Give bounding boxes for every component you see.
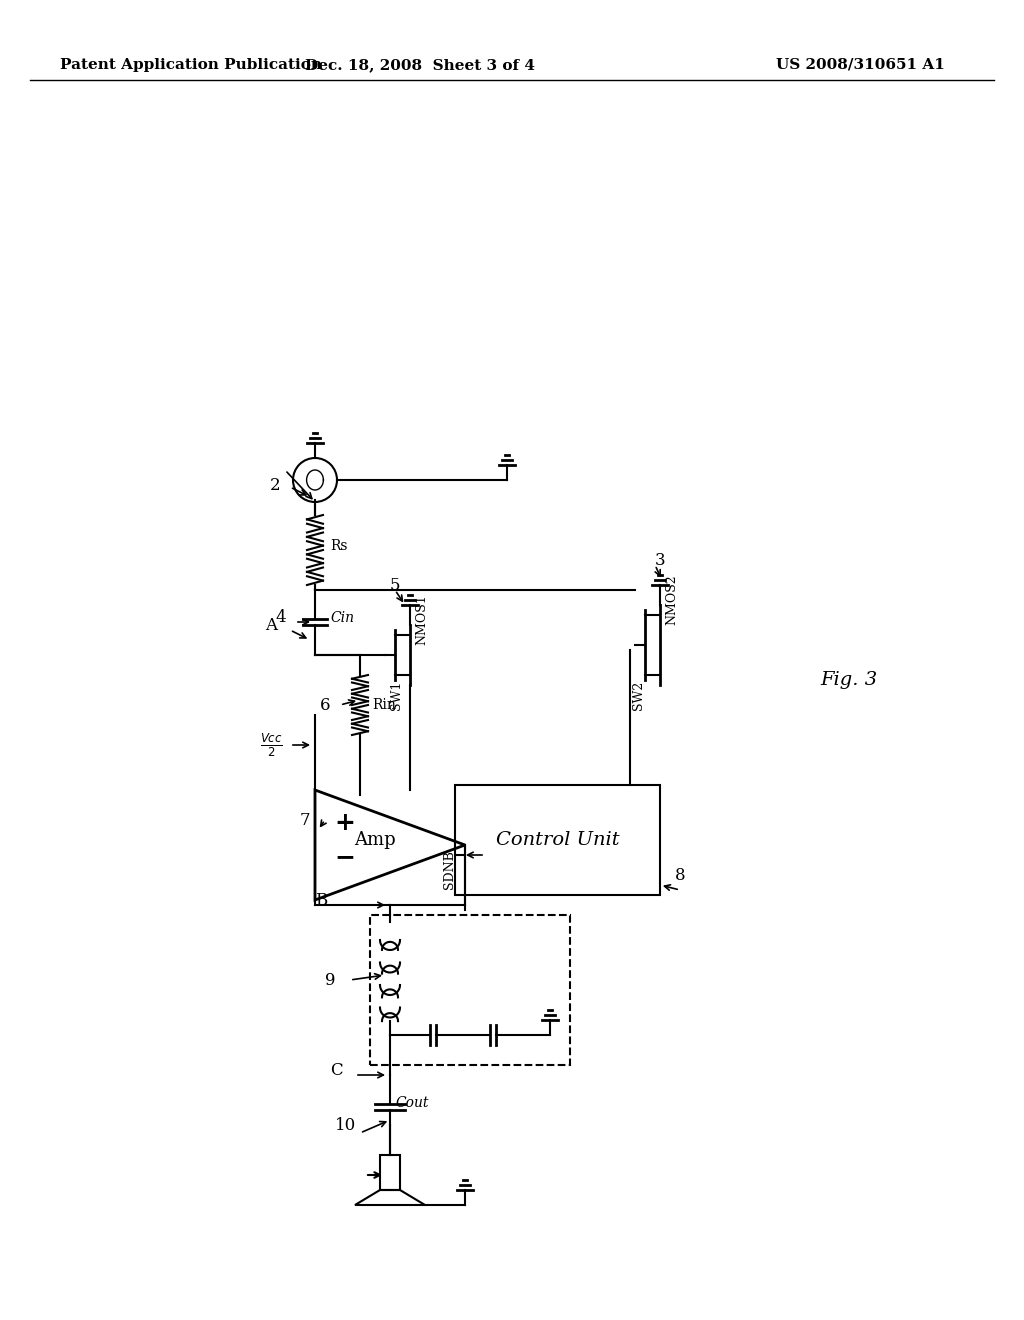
Text: Cin: Cin	[330, 611, 354, 624]
Text: 9: 9	[325, 972, 336, 989]
Text: US 2008/310651 A1: US 2008/310651 A1	[775, 58, 944, 73]
Text: 10: 10	[335, 1117, 356, 1134]
Text: 8: 8	[675, 867, 686, 884]
Text: Dec. 18, 2008  Sheet 3 of 4: Dec. 18, 2008 Sheet 3 of 4	[305, 58, 535, 73]
Text: −: −	[335, 845, 355, 869]
Text: 6: 6	[319, 697, 331, 714]
Text: Cout: Cout	[395, 1096, 428, 1110]
Text: 5: 5	[390, 577, 400, 594]
Text: C: C	[330, 1063, 343, 1078]
Text: $\frac{Vcc}{2}$: $\frac{Vcc}{2}$	[260, 731, 283, 759]
Text: Fig. 3: Fig. 3	[820, 671, 878, 689]
Text: SW1: SW1	[390, 680, 403, 710]
Text: +: +	[335, 810, 355, 836]
Text: A: A	[265, 616, 278, 634]
Text: 3: 3	[655, 552, 666, 569]
Text: SDNB: SDNB	[443, 850, 457, 890]
Text: 4: 4	[275, 609, 286, 626]
Text: Rin: Rin	[372, 698, 396, 711]
Text: 7: 7	[300, 812, 310, 829]
Text: Amp: Amp	[354, 832, 396, 849]
Text: Patent Application Publication: Patent Application Publication	[60, 58, 322, 73]
Text: Control Unit: Control Unit	[496, 832, 620, 849]
Text: 2: 2	[270, 477, 281, 494]
Text: Rs: Rs	[330, 539, 347, 553]
Text: SW2: SW2	[632, 680, 645, 710]
Text: B: B	[315, 892, 328, 909]
Text: NMOS1: NMOS1	[415, 594, 428, 645]
Text: NMOS2: NMOS2	[665, 574, 678, 626]
